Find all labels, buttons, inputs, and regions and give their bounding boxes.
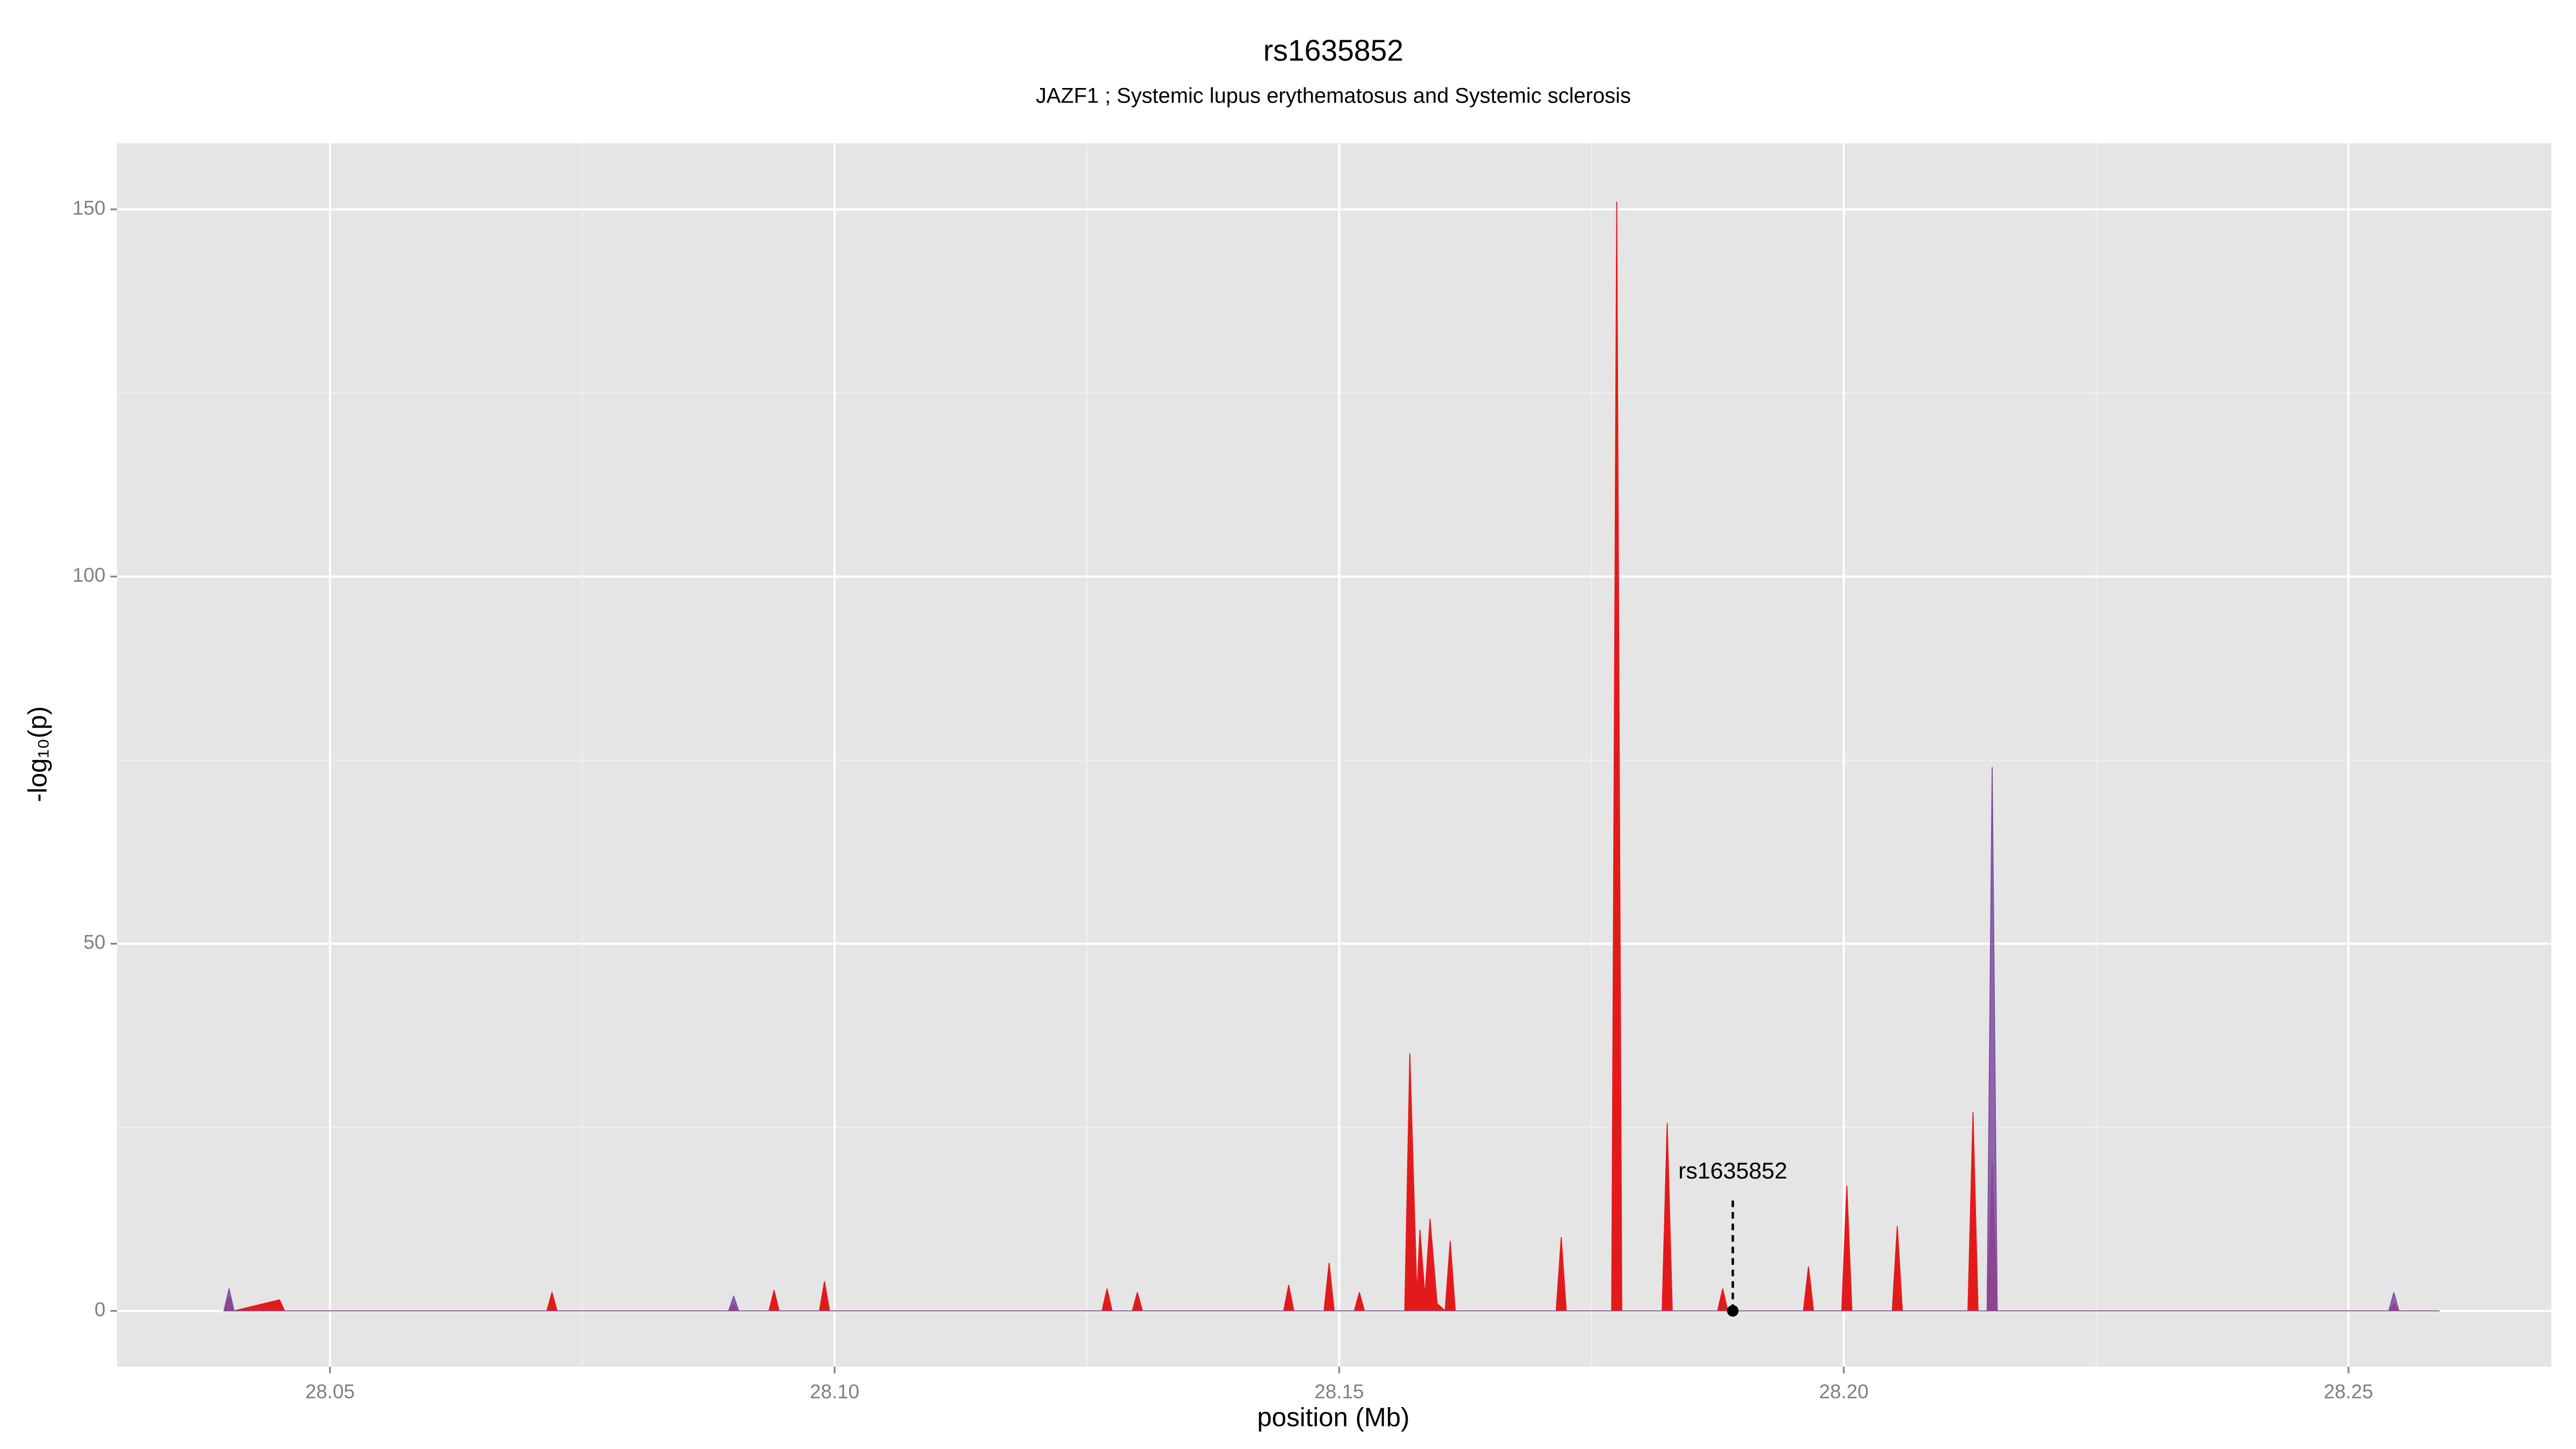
- y-tick-label: 0: [94, 1298, 105, 1320]
- x-tick-label: 28.25: [2324, 1380, 2373, 1402]
- area: [223, 201, 2440, 1312]
- plot-panel: [117, 143, 2551, 1367]
- x-tick-label: 28.20: [1819, 1380, 1869, 1402]
- x-axis-label: position (Mb): [1257, 1403, 1409, 1432]
- chart-subtitle: JAZF1 ; Systemic lupus erythematosus and…: [1036, 84, 1631, 108]
- y-axis-label: -log₁₀(p): [24, 706, 53, 802]
- annotation-point: [1727, 1305, 1739, 1317]
- area: [223, 767, 2440, 1312]
- y-tick-label: 100: [72, 564, 105, 586]
- y-tick-label: 50: [84, 931, 106, 953]
- x-tick-label: 28.05: [305, 1380, 355, 1402]
- annotation-label: rs1635852: [1678, 1158, 1787, 1184]
- x-tick-label: 28.10: [810, 1380, 859, 1402]
- y-tick-label: 150: [72, 197, 105, 219]
- x-tick-label: 28.15: [1314, 1380, 1364, 1402]
- chart-title: rs1635852: [1263, 34, 1403, 67]
